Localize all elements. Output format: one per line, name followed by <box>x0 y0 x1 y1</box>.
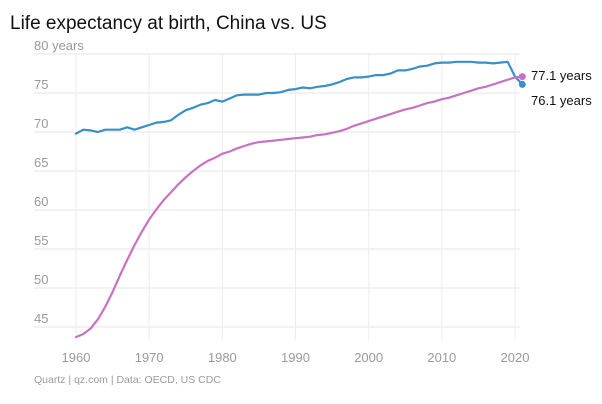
end-marker-1 <box>518 73 526 81</box>
x-axis-ticks: 1960 1970 1980 1990 2000 2010 2020 <box>62 350 530 365</box>
end-marker-0 <box>518 80 526 88</box>
y-tick-label-55: 55 <box>34 233 48 248</box>
series-line-0 <box>74 60 524 135</box>
y-tick-label-60: 60 <box>34 194 48 209</box>
series-lines <box>74 60 524 339</box>
source-credit: Quartz | qz.com | Data: OECD, US CDC <box>34 374 221 386</box>
x-tick-label-1990: 1990 <box>281 350 310 365</box>
end-label-1: 76.1 years <box>531 93 592 108</box>
y-tick-label-75: 75 <box>34 77 48 92</box>
end-labels: 77.1 years 76.1 years <box>531 68 592 108</box>
end-label-0: 77.1 years <box>531 68 592 83</box>
y-tick-label-65: 65 <box>34 155 48 170</box>
x-tick-label-1970: 1970 <box>135 350 164 365</box>
y-tick-label-50: 50 <box>34 272 48 287</box>
x-tick-label-2000: 2000 <box>354 350 383 365</box>
series-line-1 <box>74 75 524 339</box>
x-tick-label-1980: 1980 <box>208 350 237 365</box>
y-tick-label-80: 80 years <box>34 38 84 53</box>
x-tick-label-1960: 1960 <box>62 350 91 365</box>
y-tick-label-45: 45 <box>34 311 48 326</box>
x-tick-label-2010: 2010 <box>427 350 456 365</box>
y-tick-label-70: 70 <box>34 116 48 131</box>
x-tick-label-2020: 2020 <box>501 350 530 365</box>
y-axis-ticks: 45 50 55 60 65 70 75 80 years <box>34 38 84 326</box>
gridlines <box>34 53 520 340</box>
chart-title: Life expectancy at birth, China vs. US <box>10 13 327 34</box>
end-markers <box>518 73 526 88</box>
